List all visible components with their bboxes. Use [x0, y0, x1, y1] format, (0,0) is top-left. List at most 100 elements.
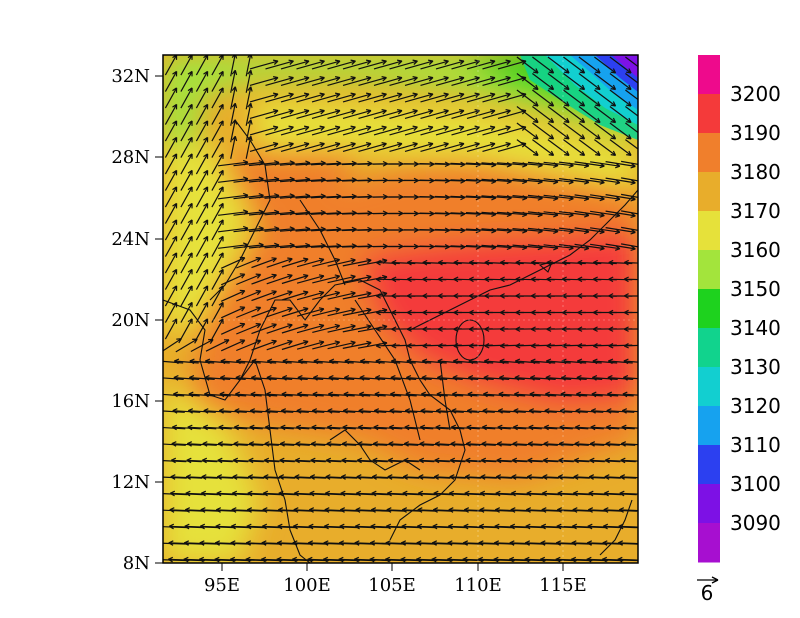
wind-vector [451, 408, 480, 414]
wind-vector [592, 259, 617, 266]
wind-vector [232, 457, 264, 464]
wind-vector [219, 375, 246, 381]
wind-vector [420, 109, 449, 119]
wind-vector [563, 56, 586, 74]
lon-tick-label: 105E [368, 575, 416, 596]
wind-vector [164, 70, 178, 92]
wind-vector [466, 76, 496, 86]
wind-vector [604, 457, 636, 464]
lon-tick-label: 100E [283, 575, 331, 596]
wind-vector [451, 59, 480, 70]
wind-vector [265, 76, 294, 86]
wind-vector [164, 186, 178, 208]
wind-vector [515, 259, 540, 266]
wind-vector [211, 219, 224, 241]
wind-vector [251, 323, 277, 335]
wind-vector [266, 339, 293, 351]
wind-vector [164, 285, 178, 307]
wind-vector [514, 375, 541, 381]
wind-vector [592, 358, 618, 365]
wind-vector [404, 76, 434, 86]
wind-vector [620, 210, 638, 215]
colorbar-label: 3140 [730, 316, 781, 340]
wind-vector [435, 76, 465, 86]
wind-vector [235, 375, 262, 381]
wind-vector [591, 375, 618, 381]
colorbar-label: 3200 [730, 82, 781, 106]
wind-vector [294, 457, 326, 464]
wind-vector [311, 408, 340, 414]
wind-vector [546, 259, 571, 266]
wind-vector [249, 92, 279, 103]
wind-vector [310, 441, 341, 447]
wind-vector [625, 139, 638, 150]
wind-vector [452, 375, 479, 381]
wind-vector [195, 252, 209, 274]
wind-vector [342, 142, 372, 152]
lat-tick-label: 16N [111, 391, 150, 412]
wind-vector [204, 375, 231, 381]
wind-vector [230, 69, 238, 93]
colorbar-swatch [698, 445, 720, 485]
wind-vector [528, 424, 558, 431]
wind-vector [282, 358, 308, 365]
wind-vector [406, 259, 431, 266]
wind-vector [357, 424, 387, 431]
wind-vector [211, 87, 224, 109]
wind-vector [296, 76, 325, 86]
wind-vector [404, 109, 434, 119]
wind-vector [575, 391, 603, 398]
wind-vector [529, 391, 557, 398]
wind-vector [481, 424, 511, 431]
wind-vector [356, 457, 388, 464]
wind-vector [435, 59, 465, 70]
wind-vector [573, 457, 605, 464]
wind-vector [511, 457, 543, 464]
wind-vector [195, 301, 209, 323]
wind-vector [625, 106, 638, 117]
wind-vector [404, 424, 434, 431]
wind-vector [343, 375, 370, 381]
wind-vector [466, 125, 496, 136]
wind-vector [605, 194, 636, 202]
map-frame [162, 54, 639, 564]
wind-vector [389, 142, 418, 152]
wind-vector [452, 358, 478, 365]
wind-vector [453, 259, 478, 266]
wind-vector [620, 177, 638, 182]
wind-vector [625, 56, 638, 68]
wind-vector [436, 375, 463, 381]
wind-vector [295, 424, 325, 431]
height-field [163, 55, 638, 563]
wind-vector [202, 441, 233, 447]
wind-vector [265, 391, 293, 398]
wind-vector [248, 457, 280, 464]
wind-vector [420, 76, 449, 86]
wind-vector [559, 424, 589, 431]
wind-vector [245, 135, 253, 159]
wind-vector [280, 142, 310, 152]
wind-vector [296, 340, 325, 350]
wind-vector [171, 441, 202, 447]
wind-vector [180, 268, 193, 290]
wind-vector [195, 169, 209, 191]
wind-vector [342, 258, 372, 267]
wind-vector [266, 290, 293, 301]
wind-vector [451, 76, 480, 86]
wind-vector [180, 136, 193, 158]
wind-vector [327, 258, 356, 267]
wind-vector [578, 56, 601, 74]
wind-vector [325, 457, 357, 464]
wind-vector [404, 59, 434, 70]
wind-vector [312, 274, 341, 284]
wind-vector [311, 125, 341, 136]
wind-vector [249, 424, 279, 431]
colorbar-swatch [698, 328, 720, 368]
wind-vector [622, 375, 638, 381]
wind-vector [327, 324, 356, 333]
wind-vector [620, 457, 638, 464]
wind-vector [341, 441, 372, 447]
wind-vector [435, 109, 465, 119]
wind-vector [481, 441, 512, 447]
wind-vector [594, 73, 617, 91]
